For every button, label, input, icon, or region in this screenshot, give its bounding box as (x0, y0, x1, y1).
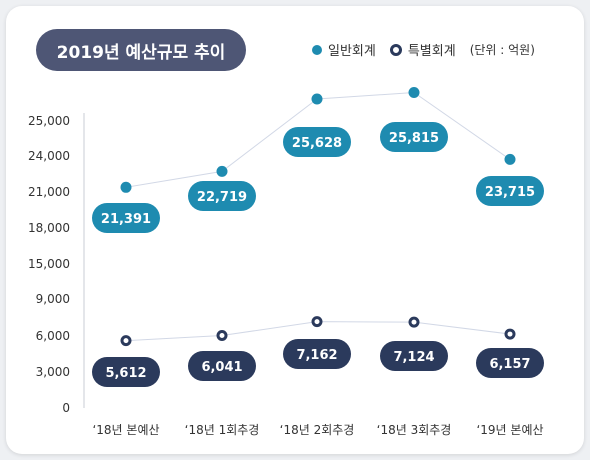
x-tick-label: ‘18년 1회추경 (185, 423, 260, 437)
data-label-special-bg (188, 351, 256, 381)
data-label-general-bg (188, 181, 256, 211)
point-special (216, 329, 228, 341)
data-label-general-bg (476, 176, 544, 206)
x-tick-label: ‘19년 본예산 (476, 423, 543, 437)
data-label-special: 7,162 (296, 348, 337, 363)
legend-general-marker (312, 44, 322, 55)
data-label-general: 25,628 (292, 136, 342, 151)
point-special (311, 316, 323, 328)
data-label-special: 5,612 (105, 366, 146, 381)
x-tick-label: ‘18년 2회추경 (280, 423, 355, 437)
point-special (408, 316, 420, 328)
x-tick-label: ‘18년 3회추경 (377, 423, 452, 437)
legend: 일반회계 특별회계 (단위 : 억원) (312, 40, 535, 59)
y-tick-label: 6,000 (36, 329, 70, 343)
legend-item-special: 특별회계 (389, 40, 456, 59)
data-label-general-bg (283, 127, 351, 157)
y-tick-label: 15,000 (28, 257, 70, 271)
point-special (120, 335, 132, 347)
point-general (311, 93, 323, 105)
legend-general-label: 일반회계 (328, 44, 376, 59)
data-label-general: 22,719 (197, 190, 247, 205)
y-tick-label: 0 (62, 401, 70, 415)
data-label-special: 6,157 (489, 357, 530, 372)
point-general (408, 86, 420, 98)
data-label-general: 21,391 (101, 212, 151, 227)
legend-special-marker (389, 43, 402, 56)
data-label-general-bg (92, 203, 160, 233)
data-label-general: 23,715 (485, 185, 535, 200)
y-tick-label: 18,000 (28, 221, 70, 235)
y-tick-label: 25,000 (28, 114, 70, 128)
data-label-special-bg (283, 339, 351, 369)
chart-title: 2019년 예산규모 추이 (36, 29, 246, 71)
point-general (120, 181, 132, 193)
x-tick-label: ‘18년 본예산 (92, 423, 159, 437)
data-label-special-bg (92, 357, 160, 387)
data-label-general: 25,815 (389, 131, 439, 146)
data-label-special: 7,124 (393, 350, 434, 365)
data-label-general-bg (380, 122, 448, 152)
data-label-special-bg (476, 348, 544, 378)
y-tick-label: 24,000 (28, 149, 70, 163)
data-label-special: 6,041 (201, 360, 242, 375)
y-tick-label: 21,000 (28, 185, 70, 199)
unit-label: (단위 : 억원) (469, 43, 535, 57)
point-special (504, 328, 516, 340)
y-tick-label: 9,000 (36, 292, 70, 306)
point-general (216, 165, 228, 177)
data-label-special-bg (380, 341, 448, 371)
legend-special-label: 특별회계 (407, 44, 456, 59)
y-tick-label: 3,000 (36, 365, 70, 379)
legend-item-general: 일반회계 (312, 40, 376, 59)
point-general (504, 153, 516, 165)
